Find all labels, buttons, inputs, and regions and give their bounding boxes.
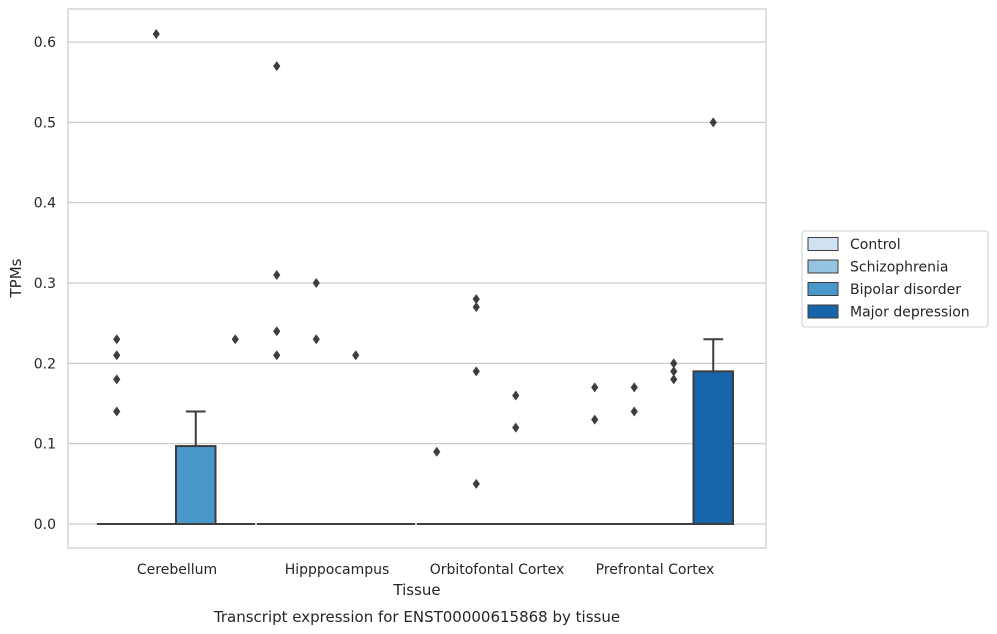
x-axis-ticks: Cerebellum Hipppocampus Orbitofontal Corte… bbox=[137, 562, 714, 578]
y-tick-label: 0.2 bbox=[34, 356, 56, 372]
outlier-point bbox=[113, 350, 121, 361]
outlier-point bbox=[352, 350, 360, 361]
box-groups bbox=[97, 338, 734, 525]
box-bipolar-disorder bbox=[175, 410, 217, 525]
outlier-point bbox=[113, 406, 121, 417]
outlier-point bbox=[472, 478, 480, 489]
outlier-point bbox=[472, 302, 480, 313]
outlier-point bbox=[670, 374, 678, 385]
y-tick-label: 0.1 bbox=[34, 437, 56, 453]
chart-caption: Transcript expression for ENST0000061586… bbox=[213, 608, 620, 626]
legend-label: Control bbox=[850, 237, 901, 253]
outlier-point bbox=[512, 422, 520, 433]
outlier-point bbox=[113, 334, 121, 345]
legend-swatch bbox=[807, 304, 839, 319]
outlier-point bbox=[512, 390, 520, 401]
box-major-depression bbox=[692, 338, 734, 525]
outlier-point bbox=[273, 269, 281, 280]
outlier-point bbox=[630, 406, 638, 417]
outlier-point bbox=[231, 334, 239, 345]
y-tick-label: 0.5 bbox=[34, 115, 56, 131]
outlier-point bbox=[433, 446, 441, 457]
box-body bbox=[175, 445, 217, 525]
outlier-point bbox=[312, 334, 320, 345]
grid-lines bbox=[68, 41, 766, 525]
y-tick-label: 0.6 bbox=[34, 35, 56, 51]
legend-frame bbox=[801, 230, 989, 328]
outlier-point bbox=[472, 294, 480, 305]
x-tick-label: Prefrontal Cortex bbox=[596, 562, 715, 578]
y-tick-label: 0.3 bbox=[34, 276, 56, 292]
outlier-point bbox=[312, 278, 320, 288]
y-tick-label: 0.0 bbox=[34, 517, 56, 533]
legend-label: Major depression bbox=[850, 305, 970, 321]
y-axis-title: TPMs bbox=[7, 258, 25, 298]
x-axis-title: Tissue bbox=[392, 581, 440, 599]
legend: Control Schizophrenia Bipolar disorder Majo… bbox=[801, 230, 989, 328]
x-tick-label: Cerebellum bbox=[137, 562, 217, 578]
outlier-point bbox=[273, 350, 281, 361]
outlier-point bbox=[273, 61, 281, 72]
outlier-point bbox=[630, 382, 638, 393]
y-tick-label: 0.4 bbox=[34, 196, 56, 212]
outlier-point bbox=[152, 28, 160, 39]
x-tick-label: Orbitofontal Cortex bbox=[430, 562, 565, 578]
box-body bbox=[692, 370, 734, 525]
outlier-point bbox=[591, 414, 599, 425]
legend-swatch bbox=[807, 282, 839, 296]
legend-swatch bbox=[807, 237, 839, 251]
outlier-point bbox=[273, 326, 281, 337]
x-tick-label: Hipppocampus bbox=[285, 562, 390, 578]
legend-swatch bbox=[807, 259, 839, 274]
outlier-point bbox=[113, 374, 121, 385]
plot-frame bbox=[67, 8, 767, 549]
outlier-point bbox=[472, 366, 480, 377]
outlier-point bbox=[670, 366, 678, 377]
y-axis-ticks: 0.0 0.1 0.2 0.3 0.4 0.5 0.6 bbox=[34, 35, 56, 533]
outlier-point bbox=[709, 117, 717, 128]
legend-label: Schizophrenia bbox=[850, 260, 948, 276]
outlier-point bbox=[591, 382, 599, 393]
legend-label: Bipolar disorder bbox=[850, 282, 961, 298]
outlier-points bbox=[113, 28, 717, 489]
outlier-point bbox=[670, 358, 678, 369]
